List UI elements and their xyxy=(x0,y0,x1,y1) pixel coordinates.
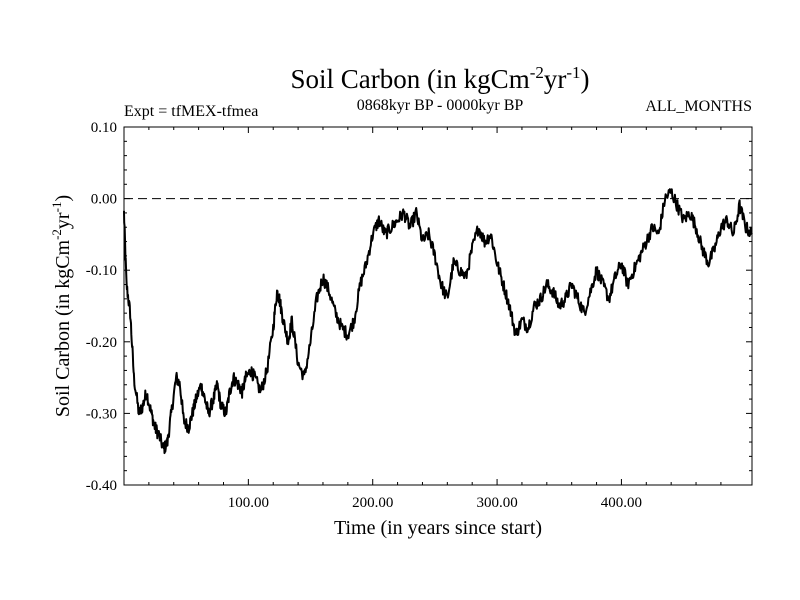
chart-title-mid: yr xyxy=(544,64,567,94)
y-tick-label: 0.10 xyxy=(91,120,117,136)
y-tick-labels: 0.10 0.00 -0.10 -0.20 -0.30 -0.40 xyxy=(86,120,117,494)
chart-title-sup1: -2 xyxy=(530,63,544,82)
y-tick-label: -0.40 xyxy=(86,478,117,494)
y-tick-label: -0.20 xyxy=(86,335,117,351)
y-axis-label-end: ) xyxy=(52,195,74,202)
subtitle-left: Expt = tfMEX-tfmea xyxy=(124,103,258,120)
axis-ticks xyxy=(124,126,752,486)
y-axis-label: Soil Carbon (in kgCm-2yr-1) xyxy=(49,195,74,417)
y-axis-label-main: Soil Carbon (in kgCm xyxy=(52,239,74,417)
x-tick-label: 300.00 xyxy=(476,495,517,511)
x-tick-label: 400.00 xyxy=(601,495,642,511)
y-tick-label: -0.30 xyxy=(86,406,117,422)
subtitle-right: ALL_MONTHS xyxy=(645,98,752,115)
plot-frame xyxy=(123,126,753,486)
x-tick-labels: 100.00 200.00 300.00 400.00 xyxy=(228,495,642,511)
y-tick-label: 0.00 xyxy=(91,192,117,208)
subtitle-center: 0868kyr BP - 0000kyr BP xyxy=(357,97,524,114)
chart-title-end: ) xyxy=(581,64,590,94)
soil-carbon-series-line xyxy=(123,188,753,455)
y-axis-label-sup1: -2 xyxy=(49,229,64,240)
chart-title: Soil Carbon (in kgCm-2yr-1) xyxy=(290,63,589,94)
chart-title-sup2: -1 xyxy=(566,63,580,82)
x-axis-label: Time (in years since start) xyxy=(334,517,542,539)
chart-title-main: Soil Carbon (in kgCm xyxy=(290,64,529,94)
y-axis-label-sup2: -1 xyxy=(49,202,64,213)
y-tick-label: -0.10 xyxy=(86,263,117,279)
x-tick-label: 100.00 xyxy=(228,495,269,511)
x-tick-label: 200.00 xyxy=(352,495,393,511)
series-group xyxy=(123,188,753,455)
y-axis-label-mid: yr xyxy=(52,212,74,229)
